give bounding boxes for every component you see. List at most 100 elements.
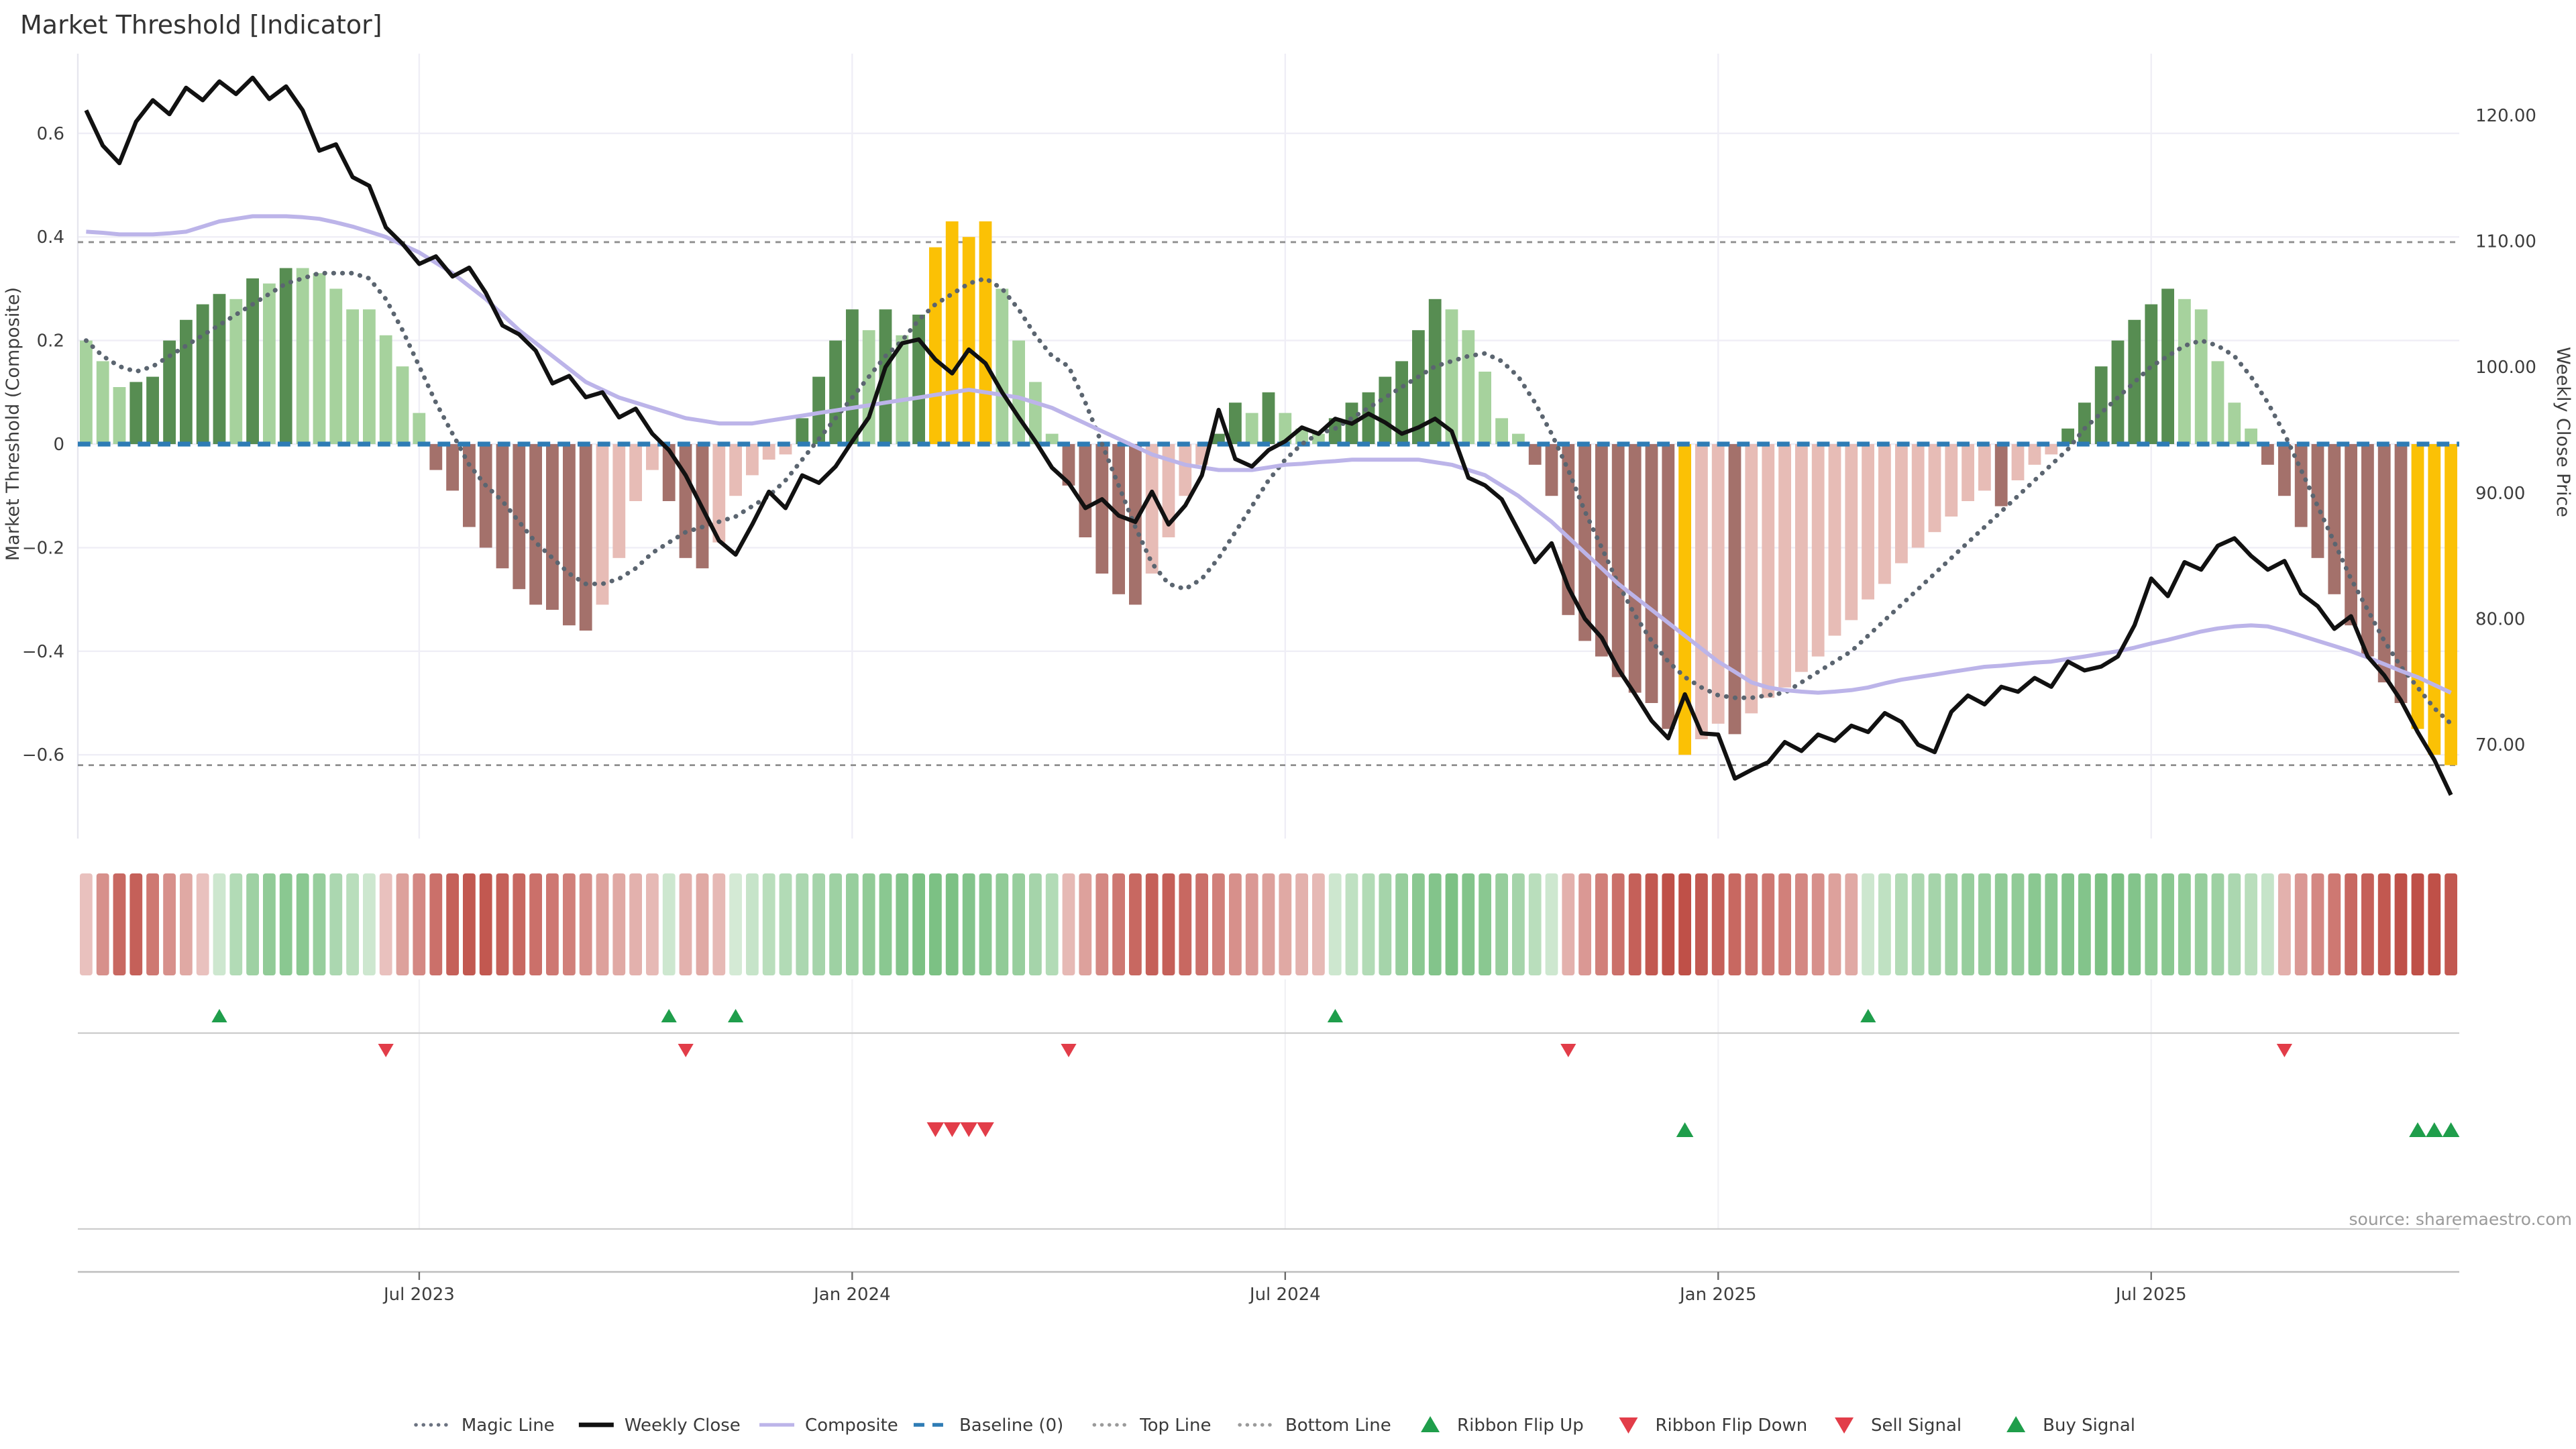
legend-item: Ribbon Flip Up <box>1421 1415 1584 1436</box>
ribbon-cell <box>929 873 942 975</box>
composite-bar <box>779 444 792 455</box>
ribbon-cell <box>2345 873 2357 975</box>
composite-bar <box>1745 444 1758 714</box>
composite-bar <box>563 444 576 626</box>
ribbon-cell <box>529 873 542 975</box>
composite-histogram <box>80 221 2457 765</box>
composite-bar <box>1479 372 1491 444</box>
ribbon-flip-up-marker <box>211 1009 227 1022</box>
ribbon-cell <box>229 873 243 975</box>
composite-bar <box>996 288 1009 444</box>
ribbon-cell <box>1645 873 1658 975</box>
composite-bar <box>2377 444 2391 683</box>
legend-item: Top Line <box>1092 1415 1211 1436</box>
ribbon-cell <box>1978 873 1991 975</box>
ribbon-cell <box>263 873 276 975</box>
ribbon-cell <box>2411 873 2424 975</box>
legend-item: Sell Signal <box>1835 1415 1962 1436</box>
composite-bar <box>1328 418 1342 444</box>
ribbon-cell <box>1878 873 1891 975</box>
ribbon-cell <box>1828 873 1841 975</box>
ribbon-cell <box>1762 873 1775 975</box>
gold-bar <box>929 247 942 444</box>
composite-bar <box>346 309 359 444</box>
composite-bar <box>446 444 459 491</box>
ribbon-cell <box>1695 873 1708 975</box>
ribbon-cell <box>1145 873 1159 975</box>
weekly-close-line <box>84 75 2453 796</box>
composite-line <box>86 214 2452 695</box>
composite-bar <box>479 444 492 548</box>
left-tick-label: 0.6 <box>37 124 64 144</box>
composite-bar <box>2228 402 2241 444</box>
ribbon-cell <box>1962 873 1974 975</box>
source-note: source: sharemaestro.com <box>2349 1210 2573 1229</box>
ribbon-cell <box>1312 873 1325 975</box>
composite-bar <box>1062 444 1075 486</box>
ribbon-cell <box>729 873 742 975</box>
ribbon-cell <box>912 873 925 975</box>
ribbon-cell <box>1012 873 1025 975</box>
composite-bar <box>1878 444 1891 584</box>
ribbon-cell <box>1095 873 1109 975</box>
composite-bar <box>2028 444 2041 465</box>
composite-bar <box>1795 444 1808 672</box>
ribbon-cell <box>846 873 859 975</box>
legend-label: Magic Line <box>462 1415 555 1436</box>
buy-signal-marker <box>2426 1122 2443 1137</box>
magic-line <box>84 270 2453 727</box>
ribbon-cell <box>2194 873 2208 975</box>
composite-bar <box>2145 304 2158 444</box>
ribbon-cell <box>1512 873 1525 975</box>
composite-bar <box>1262 392 1275 444</box>
composite-bar <box>1545 444 1558 496</box>
gridlines <box>76 54 2459 1229</box>
overlay-lines <box>84 75 2453 796</box>
gold-bar <box>979 221 992 444</box>
ribbon-cell <box>2394 873 2408 975</box>
ribbon-cell <box>2377 873 2391 975</box>
composite-bar <box>2161 288 2174 444</box>
composite-bar <box>113 387 126 444</box>
composite-bar <box>762 444 775 460</box>
ribbon-cell <box>979 873 992 975</box>
composite-bar <box>196 304 209 444</box>
ribbon-cell <box>146 873 159 975</box>
composite-bar <box>746 444 759 476</box>
ribbon-cell <box>1062 873 1075 975</box>
composite-bar <box>1962 444 1974 501</box>
ribbon-cell <box>2294 873 2308 975</box>
composite-bar <box>80 340 93 444</box>
legend-label: Weekly Close <box>625 1415 741 1436</box>
ribbon-cell <box>1562 873 1575 975</box>
ribbon-cell <box>1462 873 1475 975</box>
ribbon-cell <box>962 873 975 975</box>
ribbon-cell <box>1895 873 1908 975</box>
composite-bar <box>1179 444 1192 496</box>
composite-bar <box>2178 299 2191 444</box>
composite-bar <box>1595 444 1608 657</box>
legend-label: Sell Signal <box>1871 1415 1962 1436</box>
ribbon-cell <box>829 873 842 975</box>
composite-bar <box>2111 340 2125 444</box>
composite-bar <box>1811 444 1825 657</box>
ribbon-cell <box>662 873 676 975</box>
ribbon-flip-down-marker <box>378 1044 394 1057</box>
composite-bar <box>1911 444 1925 548</box>
legend-label: Baseline (0) <box>959 1415 1063 1436</box>
right-axis-title: Weekly Close Price <box>2553 347 2573 517</box>
x-tick-label: Jan 2025 <box>1678 1285 1757 1305</box>
ribbon-cell <box>2178 873 2191 975</box>
ribbon-cell <box>1029 873 1042 975</box>
composite-bar <box>2094 366 2108 444</box>
composite-bar <box>1029 382 1042 444</box>
ribbon-cell <box>2228 873 2241 975</box>
ribbon-cell <box>1295 873 1308 975</box>
composite-bar <box>1895 444 1908 564</box>
ribbon-cell <box>246 873 259 975</box>
composite-bar <box>1112 444 1125 594</box>
composite-bar <box>1095 444 1109 574</box>
ribbon-cell <box>1778 873 1791 975</box>
ribbon-cell <box>429 873 443 975</box>
